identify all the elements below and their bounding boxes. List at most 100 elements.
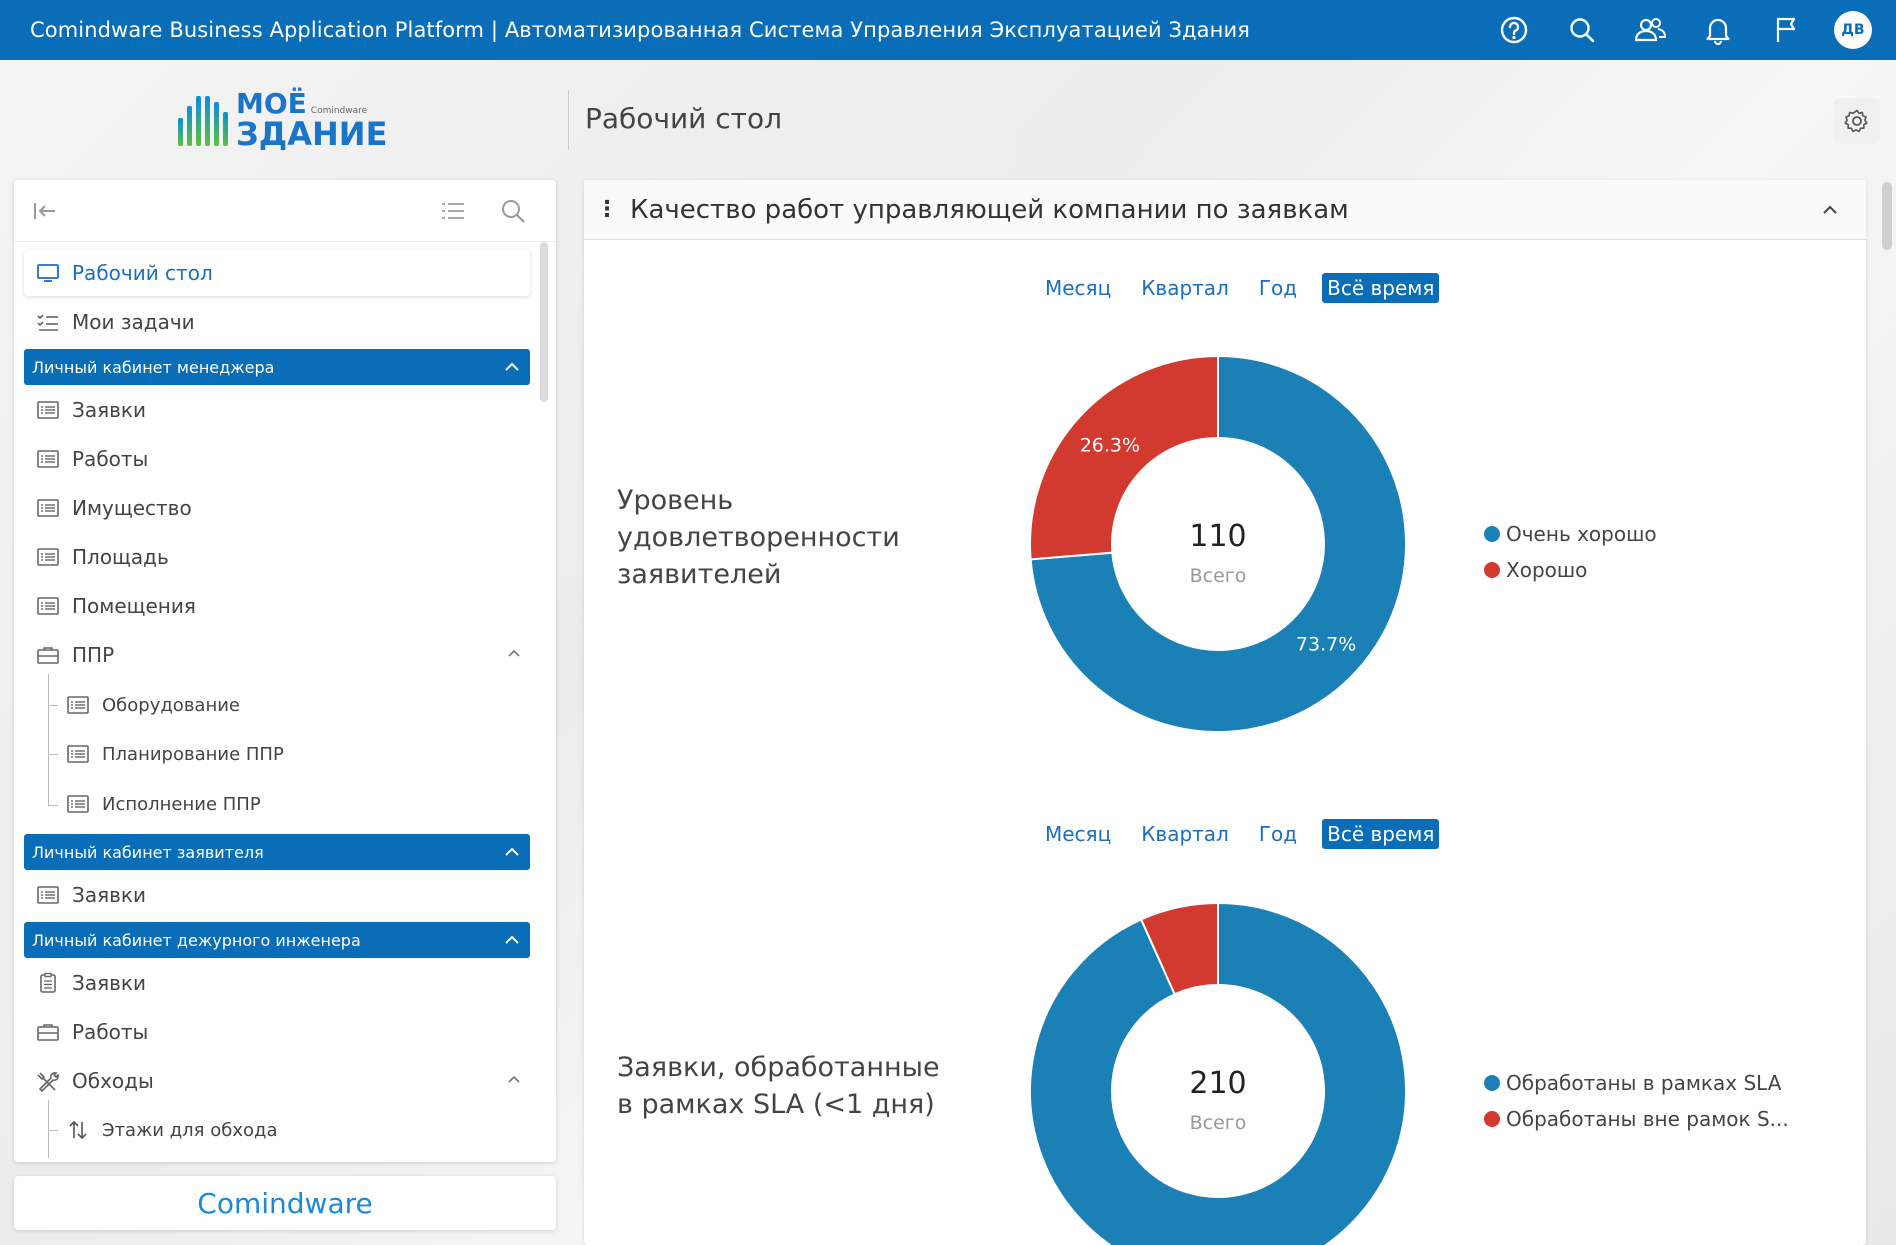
- sidebar-item-label: Исполнение ППР: [102, 793, 261, 815]
- sidebar-item-rooms[interactable]: Помещения: [24, 583, 530, 629]
- search-icon[interactable]: [1562, 10, 1602, 50]
- sidebar-item-requests[interactable]: Заявки: [24, 387, 530, 433]
- users-icon[interactable]: [1630, 10, 1670, 50]
- bell-icon[interactable]: [1698, 10, 1738, 50]
- chart-title: Заявки, обработанные в рамках SLA (<1 дн…: [617, 1052, 940, 1120]
- filter-quarter[interactable]: Квартал: [1141, 822, 1229, 846]
- legend-item[interactable]: Обработаны вне рамок S...: [1484, 1101, 1789, 1137]
- sidebar-item-ppr-planning[interactable]: Планирование ППР: [54, 731, 530, 777]
- sidebar-item-ppr[interactable]: ППР: [24, 632, 530, 678]
- sidebar-search-icon[interactable]: [498, 196, 528, 226]
- tools-icon: [34, 1069, 62, 1093]
- tree-connector: [48, 1130, 58, 1131]
- chevron-up-icon[interactable]: [504, 1070, 524, 1090]
- chevron-up-icon: [505, 935, 519, 944]
- widget-title: Качество работ управляющей компании по з…: [630, 194, 1349, 225]
- logo: МОЁ Comindware ЗДАНИЕ: [178, 90, 387, 150]
- sidebar-item-label: Рабочий стол: [72, 261, 213, 285]
- sidebar-item-works[interactable]: Работы: [24, 436, 530, 482]
- sidebar-item-my-tasks[interactable]: Мои задачи: [24, 299, 530, 345]
- period-filter: Месяц Квартал Год Всё время: [1040, 819, 1440, 849]
- help-icon[interactable]: [1494, 10, 1534, 50]
- sidebar-item-engineer-requests[interactable]: Заявки: [24, 960, 530, 1006]
- widget-header: ⋮ Качество работ управляющей компании по…: [584, 180, 1866, 240]
- donut-slice[interactable]: [1139, 901, 1219, 996]
- sidebar-item-desktop[interactable]: Рабочий стол: [24, 250, 530, 296]
- collapse-sidebar-icon[interactable]: [30, 196, 60, 226]
- legend-label: Обработаны в рамках SLA: [1506, 1071, 1782, 1095]
- legend-swatch: [1484, 562, 1500, 578]
- section-applicant-cabinet[interactable]: Личный кабинет заявителя: [24, 834, 530, 870]
- sidebar-item-engineer-works[interactable]: Работы: [24, 1009, 530, 1055]
- filter-year[interactable]: Год: [1258, 276, 1298, 300]
- sidebar-item-equipment[interactable]: Оборудование: [54, 682, 530, 728]
- sidebar-scrollbar[interactable]: [540, 242, 548, 402]
- period-filter: Месяц Квартал Год Всё время: [1040, 273, 1440, 303]
- drag-handle-icon[interactable]: ⋮: [596, 197, 618, 222]
- donut-total-label: Всего: [1190, 1112, 1247, 1134]
- tree-connector: [48, 754, 58, 755]
- sidebar-toolbar: [14, 180, 556, 242]
- sidebar-item-area[interactable]: Площадь: [24, 534, 530, 580]
- sidebar-item-label: Помещения: [72, 594, 196, 618]
- filter-quarter[interactable]: Квартал: [1141, 276, 1229, 300]
- legend-item[interactable]: Очень хорошо: [1484, 516, 1657, 552]
- list-icon: [64, 693, 92, 717]
- tree-connector: [48, 674, 49, 806]
- chart-title: Уровень удовлетворенности заявителей: [617, 485, 900, 590]
- sidebar-item-floors[interactable]: Этажи для обхода: [54, 1107, 530, 1153]
- filter-month[interactable]: Месяц: [1045, 276, 1112, 300]
- top-bar: Comindware Business Application Platform…: [0, 0, 1896, 60]
- settings-button[interactable]: [1834, 98, 1880, 144]
- donut-chart: 73.7% 26.3% 110 Всего: [1029, 354, 1407, 733]
- donut-slice[interactable]: [1029, 354, 1219, 561]
- section-engineer-cabinet[interactable]: Личный кабинет дежурного инженера: [24, 922, 530, 958]
- section-label: Личный кабинет дежурного инженера: [32, 930, 361, 950]
- chevron-up-icon: [505, 362, 519, 371]
- filter-month[interactable]: Месяц: [1045, 822, 1112, 846]
- sidebar-item-label: Работы: [72, 1020, 149, 1044]
- logo-line1: МОЁ: [236, 87, 307, 120]
- legend-swatch: [1484, 526, 1500, 542]
- task-list-icon: [34, 310, 62, 334]
- sidebar-item-label: Оборудование: [102, 694, 240, 716]
- briefcase-icon: [34, 1020, 62, 1044]
- filter-year[interactable]: Год: [1258, 822, 1298, 846]
- sidebar-item-ppr-execution[interactable]: Исполнение ППР: [54, 781, 530, 827]
- list-view-icon[interactable]: [438, 196, 468, 226]
- donut-slice[interactable]: [1029, 901, 1407, 1245]
- sidebar-item-label: Работы: [72, 447, 149, 471]
- section-manager-cabinet[interactable]: Личный кабинет менеджера: [24, 349, 530, 385]
- donut-total: 210: [1189, 1066, 1246, 1101]
- sidebar-item-label: Планирование ППР: [102, 743, 284, 765]
- legend-label: Очень хорошо: [1506, 522, 1657, 546]
- filter-all-time[interactable]: Всё время: [1322, 819, 1440, 849]
- chevron-up-icon[interactable]: [1818, 198, 1842, 222]
- donut-slice[interactable]: [1029, 354, 1407, 733]
- sidebar-item-label: Имущество: [72, 496, 192, 520]
- sidebar-item-property[interactable]: Имущество: [24, 485, 530, 531]
- filter-all-time[interactable]: Всё время: [1322, 273, 1440, 303]
- page-title: Рабочий стол: [585, 102, 783, 135]
- section-label: Личный кабинет заявителя: [32, 842, 264, 862]
- page-scrollbar[interactable]: [1882, 182, 1892, 250]
- monitor-icon: [34, 261, 62, 285]
- legend-item[interactable]: Обработаны в рамках SLA: [1484, 1065, 1789, 1101]
- list-icon: [34, 447, 62, 471]
- legend-item[interactable]: Хорошо: [1484, 552, 1657, 588]
- flag-icon[interactable]: [1766, 10, 1806, 50]
- list-icon: [34, 594, 62, 618]
- chart-legend: Обработаны в рамках SLA Обработаны вне р…: [1484, 1065, 1789, 1137]
- avatar[interactable]: ДВ: [1834, 11, 1872, 49]
- logo-line2: ЗДАНИЕ: [236, 115, 388, 153]
- sidebar-item-rounds[interactable]: Обходы: [24, 1058, 530, 1104]
- chevron-up-icon[interactable]: [504, 644, 524, 664]
- sort-arrows-icon: [64, 1118, 92, 1142]
- chevron-up-icon: [505, 847, 519, 856]
- list-icon: [34, 883, 62, 907]
- sidebar-item-label: Обходы: [72, 1069, 154, 1093]
- legend-label: Обработаны вне рамок S...: [1506, 1107, 1789, 1131]
- topbar-icons: ДВ: [1494, 0, 1872, 60]
- sidebar-item-applicant-requests[interactable]: Заявки: [24, 872, 530, 918]
